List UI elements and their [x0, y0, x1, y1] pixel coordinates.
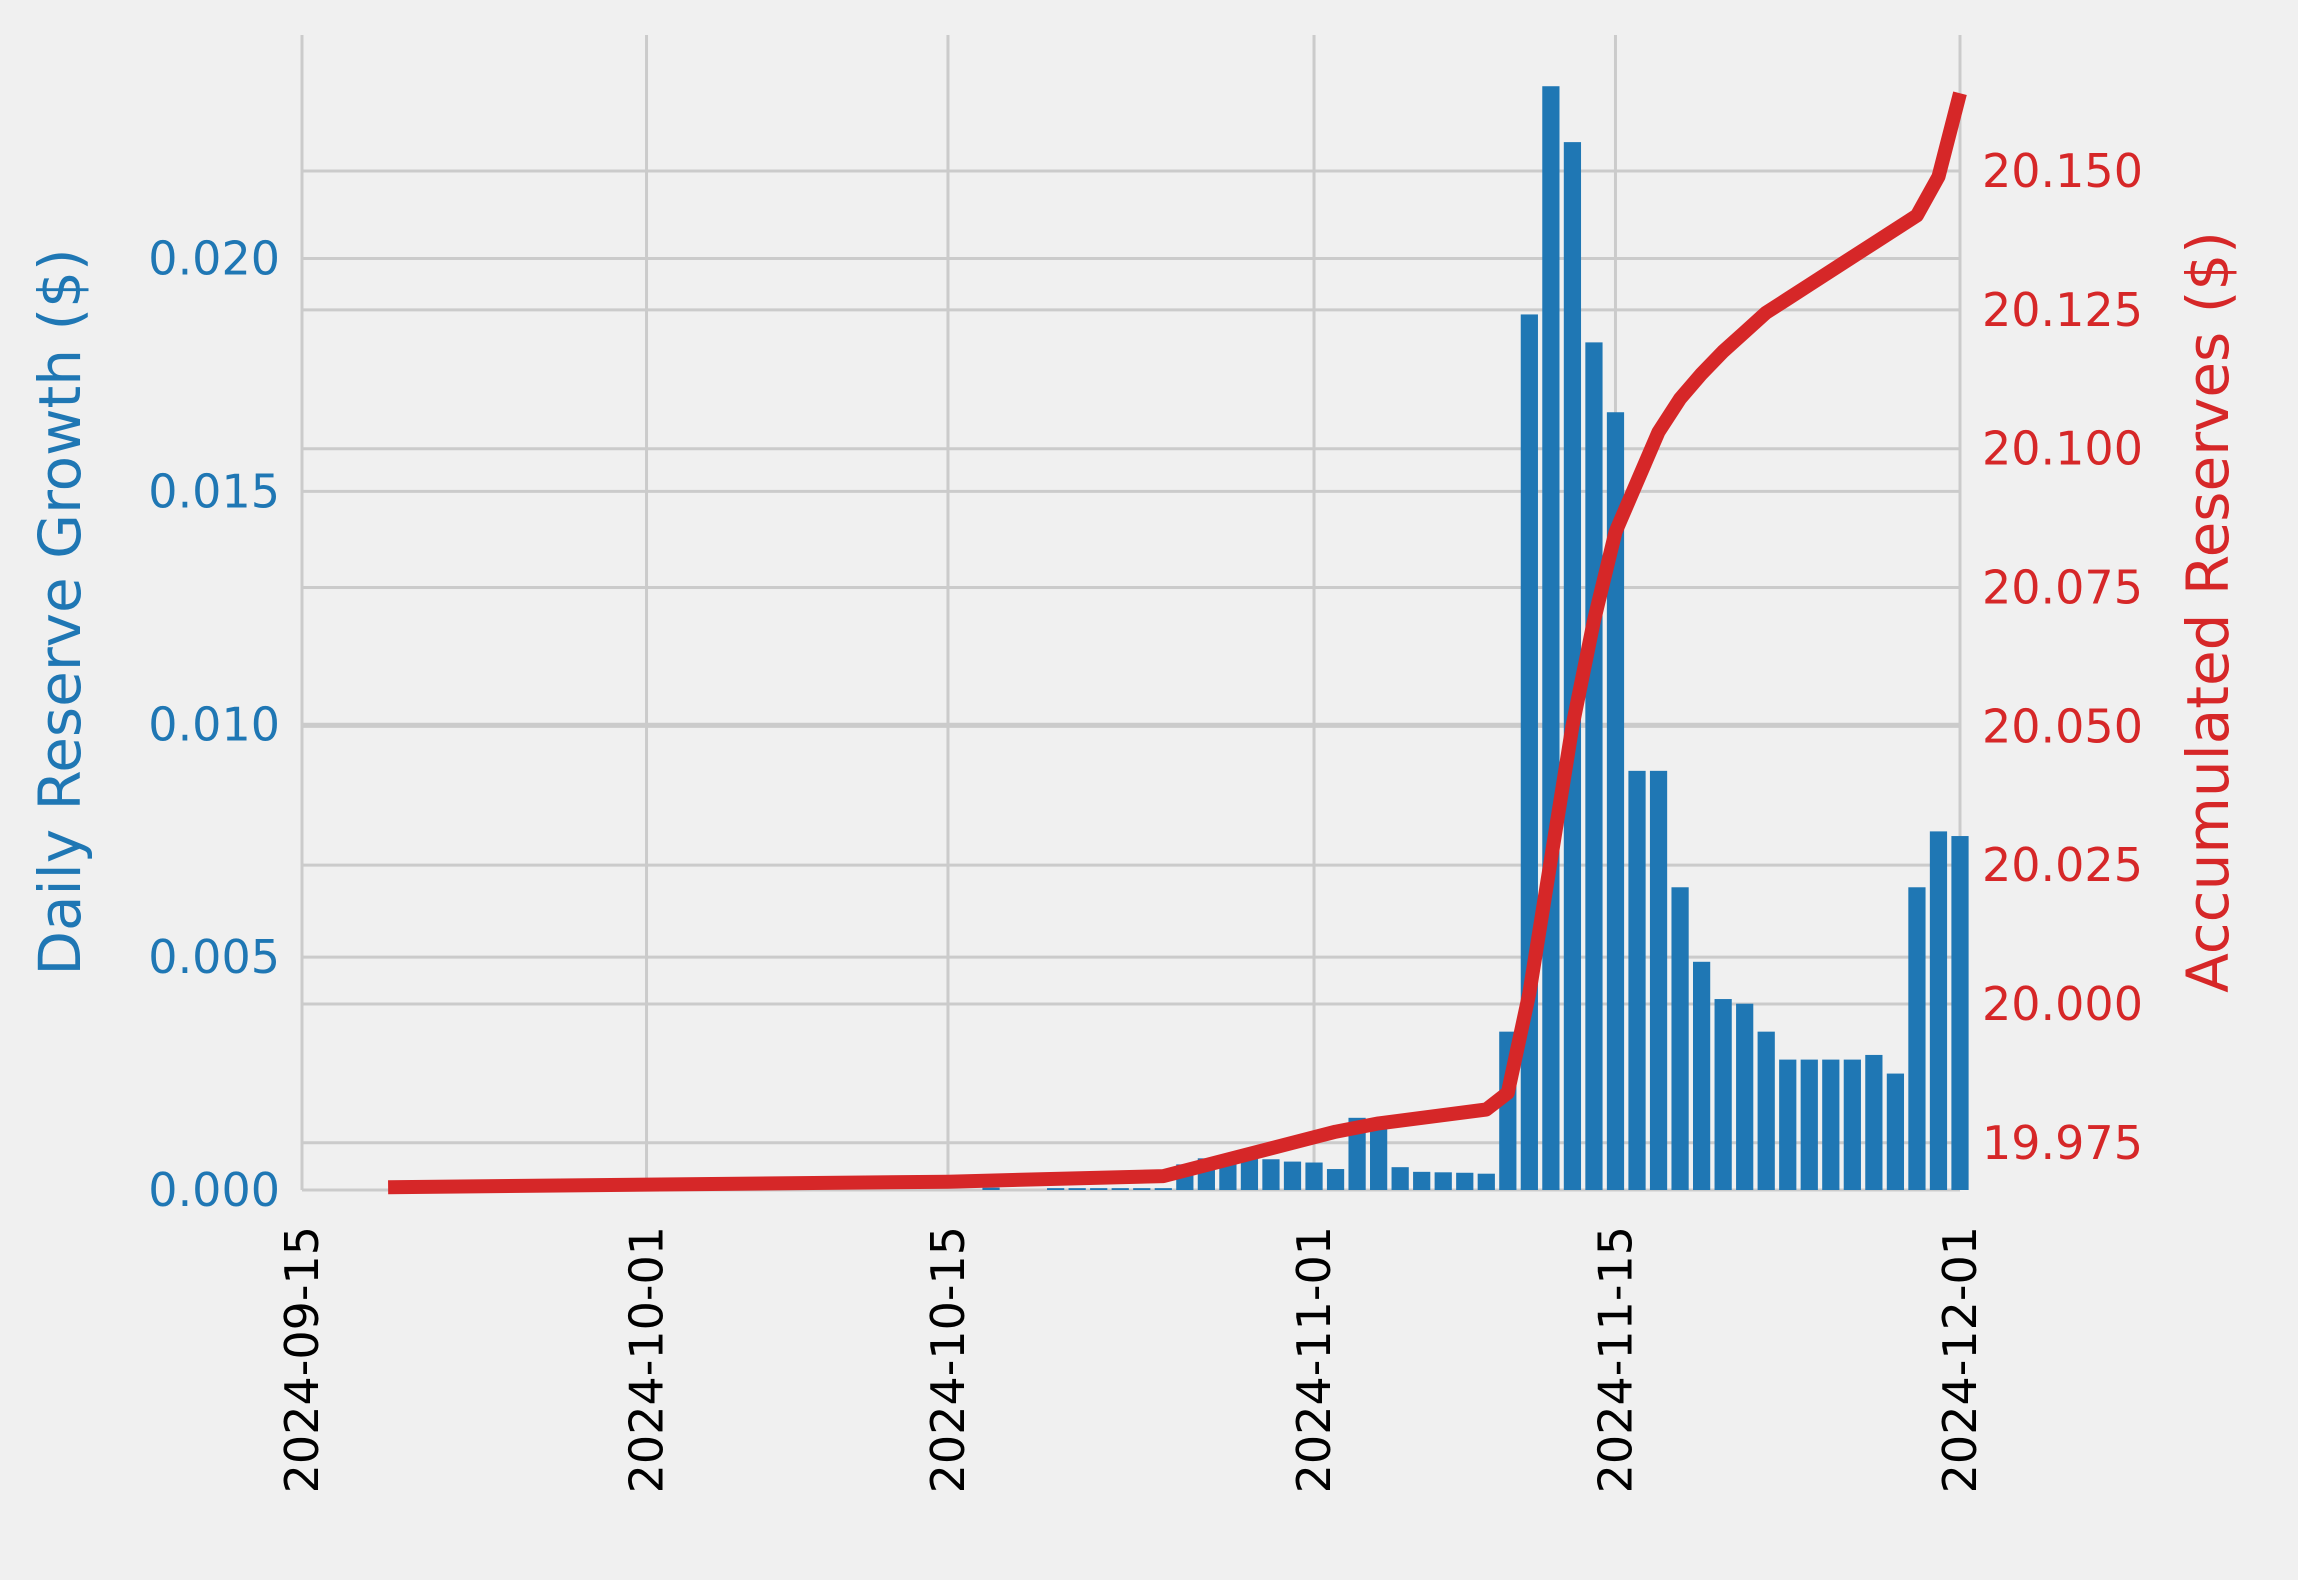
left-y-tick-label: 0.005 [148, 930, 280, 984]
bar [1154, 1188, 1172, 1190]
x-tick-label: 2024-12-01 [1933, 1226, 1987, 1493]
bar [1262, 1159, 1280, 1190]
bar [1456, 1172, 1474, 1190]
bar [1348, 1117, 1366, 1190]
bar [1563, 142, 1582, 1190]
bar [1951, 836, 1969, 1190]
left-axis-ticks: 0.000 0.005 0.010 0.015 0.020 [148, 232, 280, 1217]
bar [1090, 1188, 1108, 1190]
x-tick-label: 2024-10-01 [620, 1226, 674, 1493]
right-y-tick-label: 20.075 [1982, 561, 2143, 615]
bar [1692, 961, 1711, 1190]
right-y-tick-label: 20.100 [1982, 422, 2143, 476]
bar [1671, 887, 1689, 1190]
bar [1068, 1188, 1086, 1190]
bar [1240, 1158, 1259, 1190]
bar [1822, 1059, 1840, 1190]
bar [1111, 1188, 1129, 1190]
right-y-tick-label: 20.125 [1982, 283, 2143, 337]
bar [1800, 1059, 1818, 1190]
grid [300, 35, 1962, 1192]
left-y-tick-label: 0.010 [148, 697, 280, 751]
x-tick-label: 2024-10-15 [921, 1226, 975, 1493]
bar [1477, 1173, 1495, 1190]
x-axis-ticks: 2024-09-15 2024-10-01 2024-10-15 2024-11-01… [275, 1226, 1987, 1493]
right-y-tick-label: 19.975 [1982, 1116, 2143, 1170]
bar [1908, 887, 1926, 1190]
bar [982, 1187, 1000, 1190]
x-tick-label: 2024-09-15 [275, 1226, 329, 1493]
bar [1283, 1161, 1302, 1190]
right-y-tick-label: 20.150 [1982, 144, 2143, 198]
bar [1326, 1169, 1345, 1190]
bar [1757, 1031, 1775, 1190]
bar [1736, 1003, 1754, 1190]
left-y-tick-label: 0.020 [148, 232, 280, 286]
bar [1047, 1188, 1065, 1190]
bar [1585, 342, 1603, 1190]
right-axis-title: Accumulated Reserves ($) [2174, 231, 2242, 993]
bar [1305, 1162, 1323, 1190]
bar [1413, 1171, 1431, 1190]
bar [1628, 770, 1646, 1190]
x-tick-label: 2024-11-01 [1287, 1226, 1341, 1493]
bar-series-daily-reserve-growth [982, 86, 1969, 1190]
left-y-tick-label: 0.015 [148, 464, 280, 518]
bar [1133, 1188, 1151, 1190]
bar [1542, 86, 1560, 1190]
bar [1886, 1073, 1905, 1190]
bar [1606, 412, 1625, 1190]
bar [1649, 770, 1668, 1190]
bar [1779, 1059, 1797, 1190]
x-tick-label: 2024-11-15 [1588, 1226, 1642, 1493]
right-axis-ticks: 19.975 20.000 20.025 20.050 20.075 20.100 20.1… [1982, 144, 2143, 1170]
bar [1714, 999, 1732, 1190]
line-series-accumulated-reserves [388, 91, 1967, 1195]
bar [1865, 1054, 1883, 1190]
right-y-tick-label: 20.050 [1982, 699, 2143, 753]
bar [1520, 314, 1538, 1190]
right-y-tick-label: 20.025 [1982, 838, 2143, 892]
bar [1929, 831, 1948, 1190]
right-y-tick-label: 20.000 [1982, 977, 2143, 1031]
bar [1434, 1172, 1452, 1190]
bar [1843, 1059, 1861, 1190]
bar [1391, 1167, 1409, 1190]
left-y-tick-label: 0.000 [148, 1163, 280, 1217]
left-axis-title: Daily Reserve Growth ($) [26, 248, 94, 975]
accumulated-reserves-line [388, 91, 1967, 1195]
bar [1370, 1127, 1388, 1190]
